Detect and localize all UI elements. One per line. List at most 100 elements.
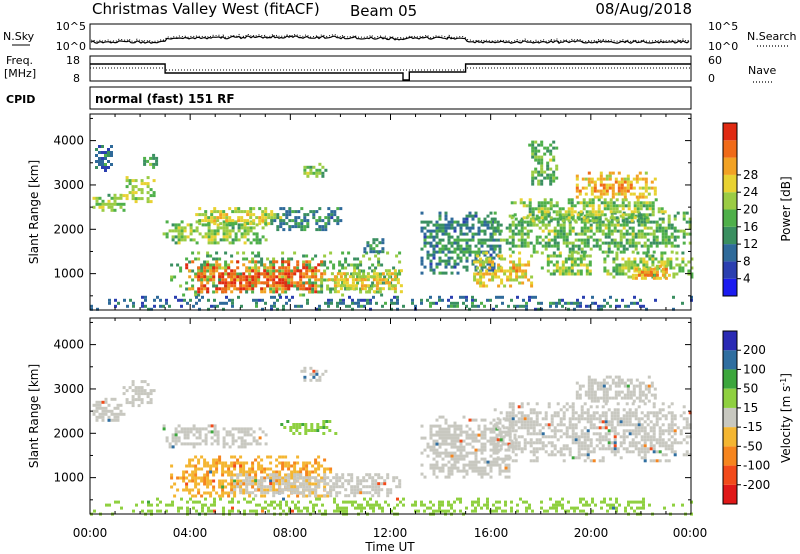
data-cell [233,464,237,468]
data-cell [263,485,267,489]
data-cell [239,482,243,486]
data-cell [514,453,518,457]
data-cell [576,251,580,255]
data-cell [353,266,357,270]
data-cell [526,429,530,433]
data-cell [476,266,480,270]
data-cell [237,219,241,223]
data-cell [628,441,632,445]
data-cell [149,398,153,402]
data-cell [641,192,645,196]
data-cell [269,278,273,282]
data-cell [661,423,665,427]
data-cell [555,213,559,217]
data-cell [396,281,400,285]
data-cell [586,244,590,248]
data-cell [579,272,583,276]
data-cell [322,426,326,429]
data-cell [660,207,664,211]
data-cell [281,491,285,495]
data-cell [568,447,572,451]
data-cell [624,213,628,217]
data-cell [489,298,492,302]
data-cell [447,424,451,428]
data-cell [603,260,607,264]
data-cell [182,470,186,474]
data-cell [288,219,292,223]
data-cell [583,417,587,421]
data-cell [374,482,378,486]
data-cell [679,432,683,436]
data-cell [215,269,219,273]
data-cell [447,235,451,239]
data-cell [212,281,216,285]
data-cell [423,265,427,269]
data-cell [670,223,674,227]
data-cell [272,257,276,261]
data-cell [341,263,345,267]
data-cell [377,260,381,264]
data-cell [308,281,312,285]
data-cell [631,241,635,245]
data-cell [547,426,551,430]
data-cell [131,179,135,183]
data-cell [269,290,273,294]
data-cell [234,222,238,226]
data-cell [559,232,563,236]
data-cell [213,427,217,431]
data-cell [291,210,295,214]
data-cell [543,216,547,220]
data-cell [438,454,442,458]
data-cell [637,232,641,236]
data-cell [549,216,553,220]
data-cell [311,284,315,288]
data-cell [146,401,150,405]
data-cell [493,438,497,442]
data-cell [628,429,632,433]
data-cell [453,229,457,233]
data-cell [347,263,351,267]
data-cell [501,430,505,434]
data-cell [295,426,299,429]
data-cell [444,427,448,431]
data-cell [503,257,507,261]
data-cell [640,450,644,454]
data-cell [270,210,274,214]
data-cell [630,210,634,214]
data-cell [590,381,594,385]
data-cell [381,272,385,276]
data-cell [381,241,385,245]
data-cell [381,247,385,251]
data-cell [215,464,219,468]
data-cell [468,250,472,254]
data-cell [465,298,468,302]
data-cell [450,454,454,458]
data-cell [655,459,659,463]
data-cell [198,219,202,223]
data-cell [582,251,586,255]
data-cell [216,430,220,434]
data-cell [544,235,548,239]
data-cell [176,263,180,267]
data-cell [275,491,279,495]
data-cell [593,189,597,193]
data-cell [649,267,653,271]
data-cell [574,432,578,436]
data-cell [607,232,611,236]
data-cell [578,393,582,397]
data-cell [380,488,384,492]
data-cell [480,445,484,449]
data-cell [177,424,181,428]
data-cell [528,204,532,208]
data-cell [645,213,649,217]
data-cell [531,207,535,211]
data-cell [638,171,642,175]
data-cell [529,444,533,448]
data-cell [633,201,637,205]
data-cell [113,397,117,401]
data-cell [483,430,487,434]
data-cell [438,436,442,440]
data-cell [191,476,195,480]
data-cell [598,432,602,436]
data-cell [468,247,472,251]
